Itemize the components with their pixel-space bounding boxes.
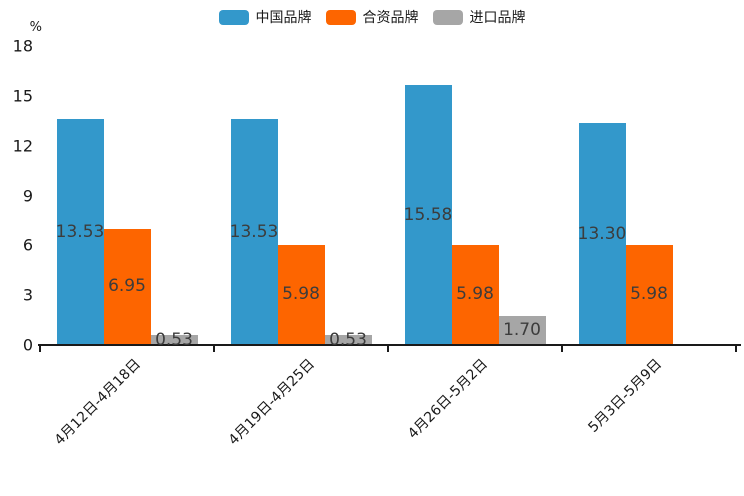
- x-axis-category-text: 4月26日-5月2日: [405, 356, 492, 443]
- bar-series1-group1: [277, 244, 325, 344]
- x-axis-tick: [39, 346, 41, 352]
- y-tick-label: 3: [22, 285, 33, 305]
- bar-series2-group0: [150, 335, 198, 344]
- x-axis-category-text: 5月3日-5月9日: [585, 356, 666, 436]
- legend-item-import-brand: 进口品牌: [432, 7, 526, 27]
- chart-legend: 中国品牌 合资品牌 进口品牌: [0, 7, 744, 27]
- bar-series0-group0: [56, 119, 104, 344]
- bar-series2-group2: [498, 315, 546, 344]
- bar-series2-group1: [324, 335, 372, 344]
- bar-series0-group2: [404, 85, 452, 344]
- bar-value-label: 6.95: [108, 276, 146, 297]
- bar-value-label: 13.30: [577, 223, 627, 244]
- bar-series1-group2: [451, 244, 499, 344]
- legend-swatch-import-brand-icon: [432, 9, 463, 25]
- bar-value-label: 5.98: [456, 284, 494, 305]
- y-tick-label: 12: [12, 136, 33, 156]
- bar-value-label: 13.53: [229, 221, 279, 242]
- legend-label-joint-venture-brand: 合资品牌: [362, 10, 419, 26]
- x-axis-tick: [735, 346, 737, 352]
- bar-series0-group1: [230, 119, 278, 344]
- x-axis-category-text: 4月19日-4月25日: [225, 356, 318, 449]
- legend-item-china-brand: 中国品牌: [218, 7, 312, 27]
- y-tick-label: 15: [12, 86, 33, 106]
- bar-value-label: 0.53: [329, 329, 367, 350]
- x-axis-line: [38, 344, 741, 346]
- x-axis-tick: [387, 346, 389, 352]
- bar-series0-group3: [578, 123, 626, 344]
- bar-value-label: 5.98: [630, 284, 668, 305]
- legend-label-import-brand: 进口品牌: [469, 10, 526, 26]
- bar-value-label: 13.53: [55, 221, 105, 242]
- y-tick-label: 6: [22, 235, 33, 255]
- bar-value-label: 0.53: [155, 329, 193, 350]
- legend-item-joint-venture-brand: 合资品牌: [325, 7, 419, 27]
- legend-swatch-china-brand-icon: [218, 9, 249, 25]
- bar-value-label: 1.70: [503, 319, 541, 340]
- legend-swatch-joint-venture-brand-icon: [325, 9, 356, 25]
- y-tick-label: 9: [22, 186, 33, 205]
- x-axis-tick: [561, 346, 563, 352]
- legend-label-china-brand: 中国品牌: [255, 10, 312, 26]
- y-axis-unit-label: %: [29, 20, 42, 35]
- bar-value-label: 15.58: [403, 204, 453, 225]
- bar-series1-group3: [625, 244, 673, 344]
- bar-series1-group0: [103, 228, 151, 344]
- y-tick-label: 0: [22, 335, 33, 355]
- y-tick-label: 18: [12, 36, 33, 56]
- bar-value-label: 5.98: [282, 284, 320, 305]
- x-axis-category-text: 4月12日-4月18日: [51, 356, 144, 449]
- x-axis-tick: [213, 346, 215, 352]
